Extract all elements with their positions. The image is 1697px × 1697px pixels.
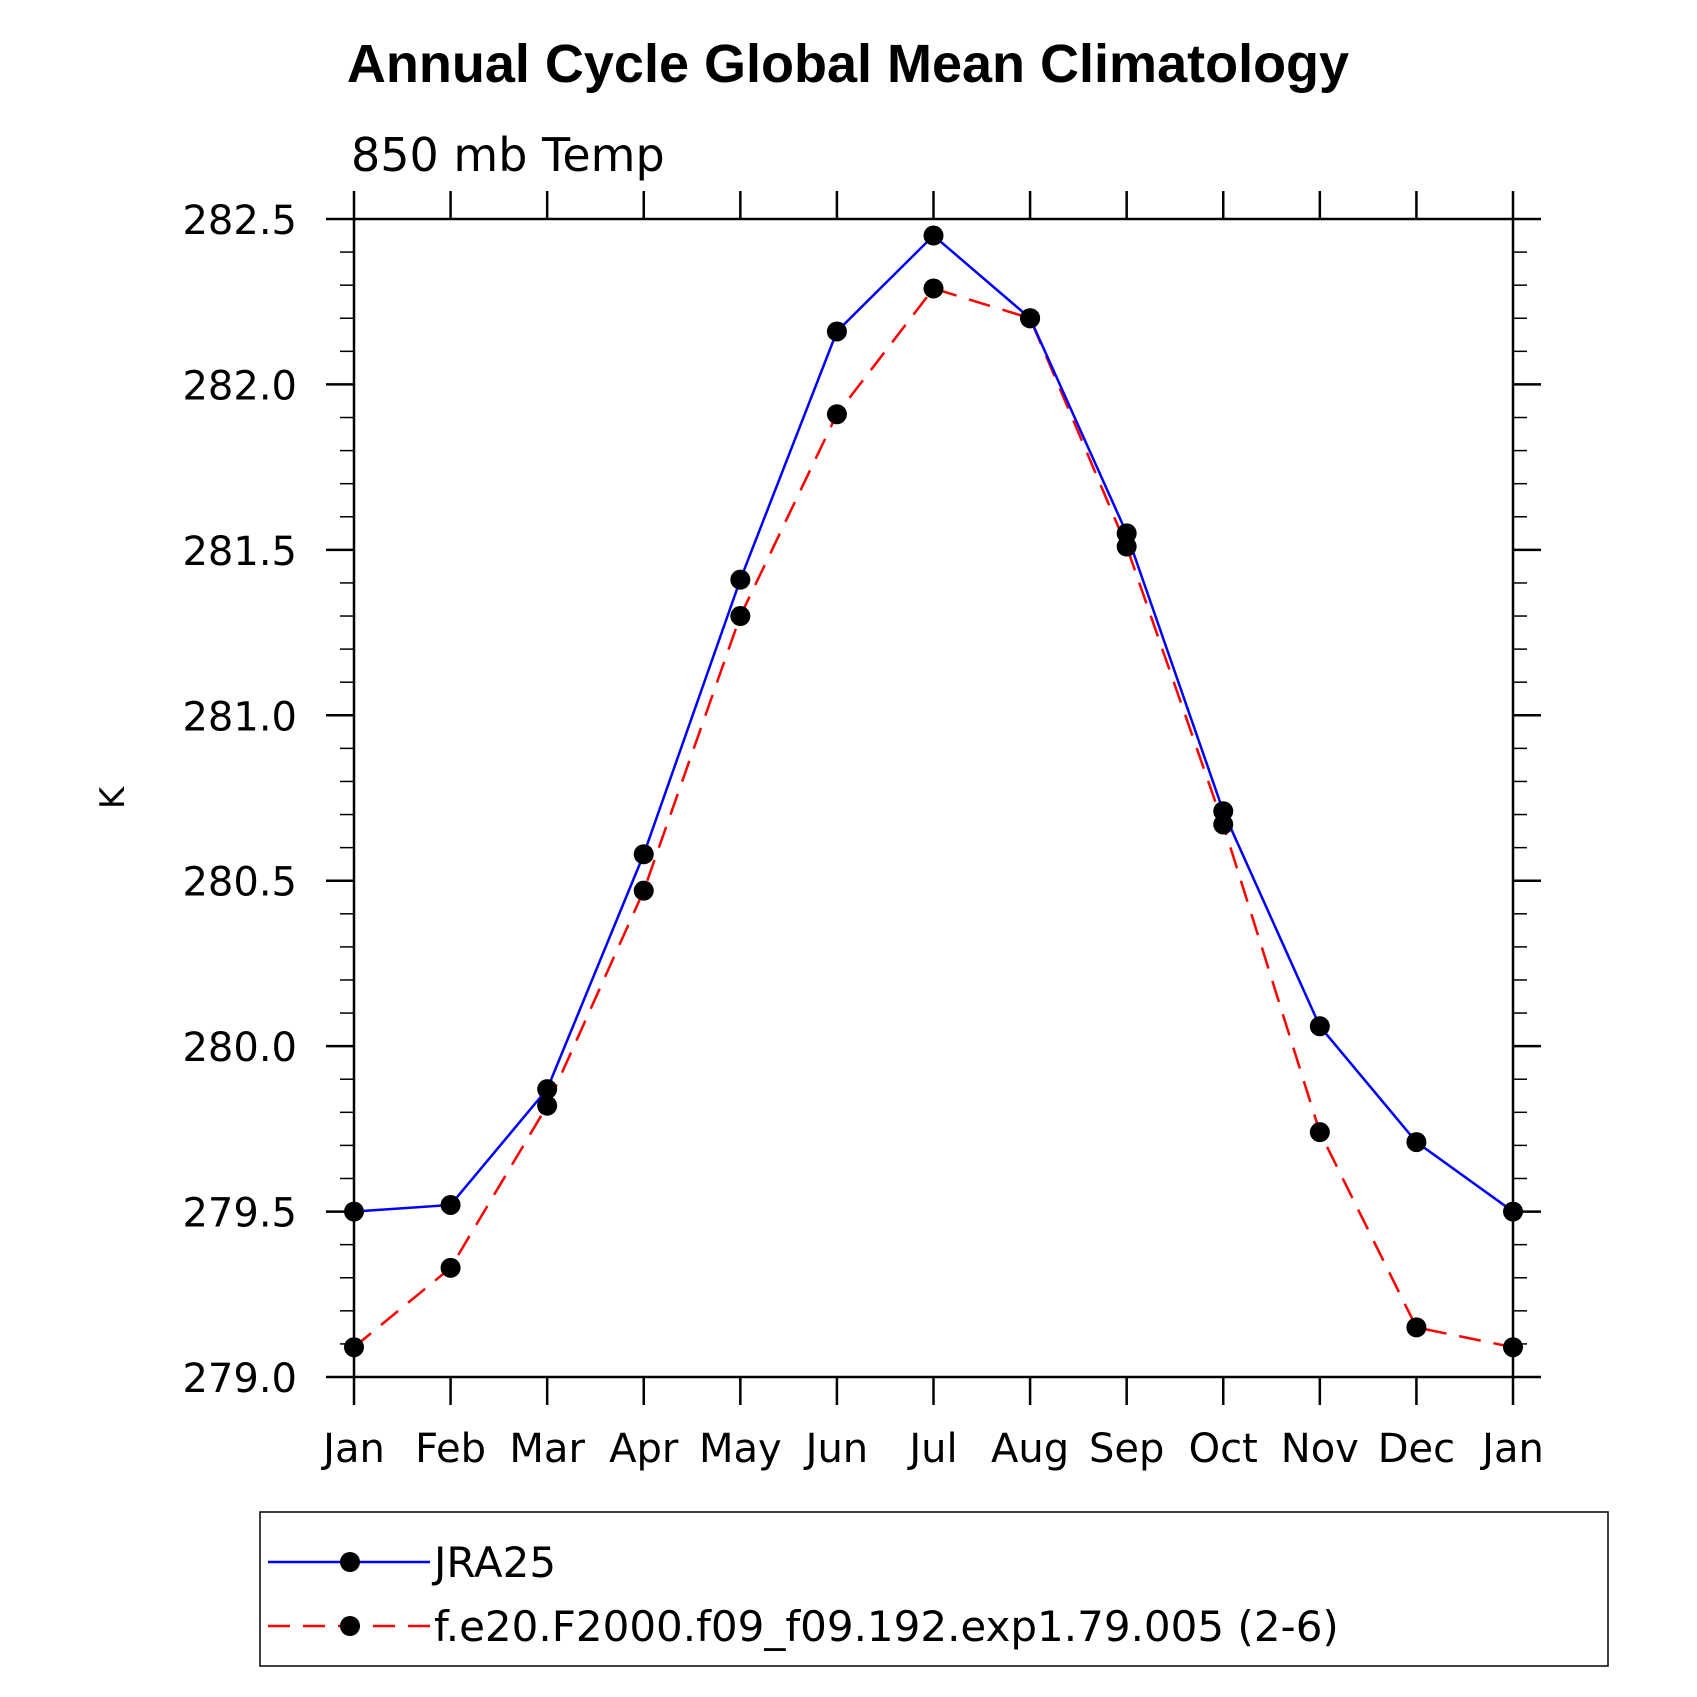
data-point <box>923 278 944 299</box>
data-point <box>730 569 751 590</box>
legend-box <box>259 1511 1609 1667</box>
data-point <box>1309 1016 1330 1037</box>
x-tick-label: Feb <box>415 1426 486 1472</box>
y-tick-label: 279.5 <box>182 1191 297 1237</box>
x-tick-label: Apr <box>609 1426 679 1472</box>
data-point <box>826 321 847 342</box>
legend-marker <box>340 1552 360 1572</box>
x-tick-label: Oct <box>1189 1426 1258 1472</box>
data-point <box>1020 308 1041 329</box>
data-point <box>344 1337 364 1358</box>
data-point <box>633 844 654 865</box>
data-point <box>1309 1122 1330 1143</box>
y-tick-label: 282.0 <box>182 363 297 409</box>
x-tick-label: May <box>699 1426 782 1472</box>
x-tick-label: Jan <box>1479 1426 1544 1472</box>
data-point <box>537 1095 558 1116</box>
y-tick-label: 281.5 <box>182 529 297 575</box>
x-tick-label: Mar <box>509 1426 585 1472</box>
axis-ticks <box>326 191 1541 1405</box>
legend-label: f.e20.F2000.f09_f09.192.exp1.79.005 (2-6… <box>434 1602 1339 1651</box>
chart-subtitle: 850 mb Temp <box>351 128 665 182</box>
data-point <box>537 1079 558 1100</box>
x-tick-label: Dec <box>1378 1426 1455 1472</box>
y-tick-label: 279.0 <box>182 1356 297 1402</box>
data-point <box>1213 814 1234 835</box>
legend: JRA25 f.e20.F2000.f09_f09.192.exp1.79.005… <box>259 1511 1609 1667</box>
data-point <box>440 1194 461 1215</box>
data-point <box>1406 1132 1427 1153</box>
x-tick-label: Sep <box>1089 1426 1164 1472</box>
data-point <box>923 225 944 246</box>
x-tick-label: Jan <box>320 1426 385 1472</box>
tick-labels: Jan Feb Mar Apr May Jun Jul Aug Sep Oct Nov Dec Jan 2… <box>182 198 1543 1472</box>
data-point <box>1503 1201 1523 1222</box>
series-line <box>353 287 1514 1349</box>
legend-label: JRA25 <box>431 1538 556 1587</box>
chart-title: Annual Cycle Global Mean Climatology <box>347 34 1349 94</box>
y-tick-label: 280.0 <box>182 1025 297 1071</box>
x-tick-label: Aug <box>991 1426 1069 1472</box>
x-tick-label: Nov <box>1281 1426 1359 1472</box>
y-axis-label: K <box>93 785 133 809</box>
data-point <box>826 404 847 425</box>
data-point <box>344 1201 364 1222</box>
y-tick-label: 281.0 <box>182 694 297 740</box>
data-point <box>633 880 654 901</box>
x-tick-label: Jul <box>906 1426 957 1472</box>
y-tick-label: 282.5 <box>182 198 297 244</box>
x-tick-label: Jun <box>803 1426 869 1472</box>
series-line <box>353 233 1514 1213</box>
data-point <box>1406 1317 1427 1338</box>
series-layer <box>344 225 1523 1358</box>
legend-marker <box>340 1616 360 1636</box>
data-point <box>730 606 751 627</box>
plot-frame <box>352 217 1515 1379</box>
y-tick-label: 280.5 <box>182 860 297 906</box>
data-point <box>1116 536 1137 557</box>
data-point <box>1503 1337 1523 1358</box>
data-point <box>440 1257 461 1278</box>
